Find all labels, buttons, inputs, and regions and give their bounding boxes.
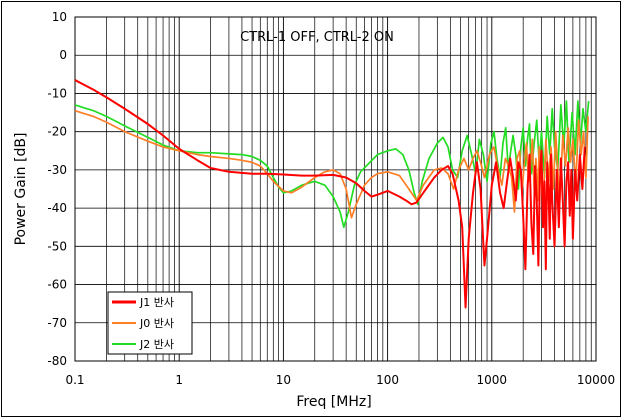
y-tick-label: -30 — [47, 163, 67, 177]
series-line-j0 — [74, 109, 589, 219]
series-line-j1 — [74, 79, 586, 309]
x-axis-label: Freq [MHz] — [296, 394, 371, 410]
x-tick-label: 0.1 — [65, 373, 84, 387]
legend-label-j2: J2 반사 — [139, 338, 174, 351]
y-tick-label: -10 — [47, 86, 67, 100]
series-line-j2 — [74, 100, 590, 229]
y-tick-label: -40 — [47, 201, 67, 215]
legend-label-j0: J0 반사 — [139, 317, 174, 330]
y-axis-label: Power Gain [dB] — [13, 133, 29, 246]
x-tick-label: 1000 — [477, 373, 508, 387]
legend-label-j1: J1 반사 — [139, 296, 174, 309]
chart-title: CTRL-1 OFF, CTRL-2 ON — [240, 30, 394, 45]
y-tick-label: -60 — [47, 278, 67, 292]
legend: J1 반사 J0 반사 J2 반사 — [107, 291, 193, 355]
y-tick-label: -50 — [47, 239, 67, 253]
power-gain-chart: 100-10-20-30-40-50-60-70-80 0.1 1 10 100 100… — [13, 10, 615, 410]
x-tick-label: 1 — [175, 373, 183, 387]
y-tick-label: 0 — [59, 48, 67, 62]
x-tick-label: 10 — [276, 373, 291, 387]
plot-area-border — [74, 16, 597, 362]
y-tick-label: -70 — [47, 316, 67, 330]
y-tick-label: -80 — [47, 354, 67, 368]
x-tick-label: 10000 — [577, 373, 615, 387]
y-tick-label: -20 — [47, 125, 67, 139]
x-tick-label: 100 — [376, 373, 399, 387]
y-tick-label: 10 — [52, 10, 67, 24]
